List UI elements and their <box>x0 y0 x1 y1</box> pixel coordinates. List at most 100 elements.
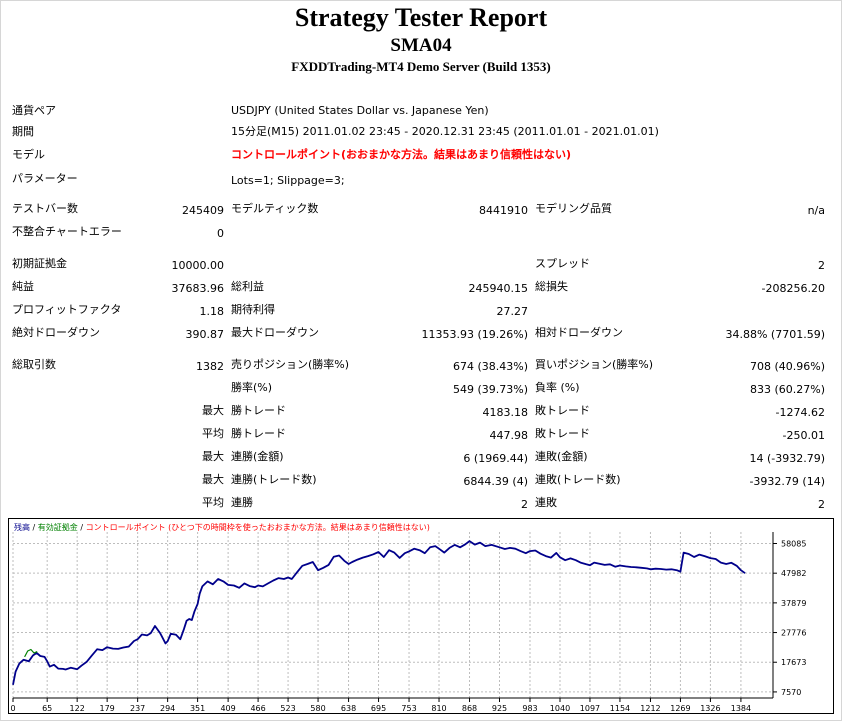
x-tick-label: 179 <box>100 704 115 713</box>
max-word: 最大 <box>202 450 224 463</box>
win-value: 549 (39.73%) <box>452 383 528 396</box>
symbol-label: 通貨ペア <box>12 104 56 117</box>
x-tick-label: 925 <box>492 704 507 713</box>
y-tick-label: 58085 <box>781 540 806 549</box>
cons-win-money-label: 連勝(金額) <box>231 450 284 463</box>
x-tick-label: 810 <box>431 704 446 713</box>
x-tick-label: 122 <box>70 704 85 713</box>
abs-dd-label: 絶対ドローダウン <box>12 326 100 339</box>
y-tick-label: 47982 <box>781 569 806 578</box>
legend-equity: 有効証拠金 <box>38 522 78 532</box>
loss-value: 833 (60.27%) <box>749 383 825 396</box>
ticks-label: モデルティック数 <box>231 202 319 215</box>
cons-loss-money-value: 14 (-3932.79) <box>749 452 825 465</box>
x-tick-label: 1212 <box>640 704 660 713</box>
params-label: パラメーター <box>12 172 78 185</box>
max-word: 最大 <box>202 473 224 486</box>
legend-sep-2: / <box>80 523 85 532</box>
total-trades-value: 1382 <box>196 360 224 373</box>
balance-chart-svg: 0 65 122 179 237 294 351 409 466 523 580 638 695 753 8… <box>8 518 834 714</box>
cons-win-trades-value: 6844.39 (4) <box>463 475 528 488</box>
cons-win-trades-label: 連勝(トレード数) <box>231 473 317 486</box>
y-tick-label: 17673 <box>781 658 806 667</box>
max-word: 最大 <box>202 404 224 417</box>
avg-cons-win-label: 連勝 <box>231 496 253 509</box>
avg-loss-value: -250.01 <box>782 429 825 442</box>
long-value: 708 (40.96%) <box>749 360 825 373</box>
short-label: 売りポジション(勝率%) <box>231 358 350 371</box>
expected-label: 期待利得 <box>231 303 275 316</box>
x-tick-label: 1154 <box>610 704 630 713</box>
avg-loss-label: 敗トレード <box>535 427 590 440</box>
x-tick-label: 868 <box>462 704 477 713</box>
x-tick-label: 237 <box>130 704 145 713</box>
avg-word: 平均 <box>202 496 224 509</box>
long-label: 買いポジション(勝率%) <box>535 358 654 371</box>
report-title: Strategy Tester Report <box>294 3 548 32</box>
balance-line <box>12 540 746 685</box>
period-label: 期間 <box>12 125 34 138</box>
legend-balance: 残高 <box>14 522 30 532</box>
y-tick-label: 37879 <box>781 599 806 608</box>
legend-sep-1: / <box>33 523 38 532</box>
deposit-label: 初期証拠金 <box>12 257 67 270</box>
avg-cons-loss-value: 2 <box>818 498 825 511</box>
x-tick-label: 294 <box>160 704 175 713</box>
x-tick-label: 1097 <box>580 704 600 713</box>
model-value: コントロールポイント(おおまかな方法。結果はあまり信頼性はない) <box>231 148 572 161</box>
avg-word: 平均 <box>202 427 224 440</box>
net-label: 純益 <box>12 280 34 293</box>
x-tick-label: 523 <box>280 704 295 713</box>
expert-name: SMA04 <box>390 35 452 56</box>
max-loss-value: -1274.62 <box>775 406 825 419</box>
expected-value: 27.27 <box>496 305 529 318</box>
y-tick-label: 27776 <box>781 629 806 638</box>
cons-loss-money-label: 連敗(金額) <box>535 450 588 463</box>
spread-value: 2 <box>818 259 825 272</box>
params-value: Lots=1; Slippage=3; <box>231 174 345 187</box>
max-win-label: 勝トレード <box>231 404 286 417</box>
quality-label: モデリング品質 <box>535 202 612 215</box>
x-tick-label: 0 <box>10 704 15 713</box>
gross-loss-label: 総損失 <box>535 280 568 293</box>
gross-loss-value: -208256.20 <box>761 282 825 295</box>
chart-ticks: 0 65 122 179 237 294 351 409 466 523 580 638 695 753 8… <box>10 532 806 713</box>
x-tick-label: 580 <box>310 704 325 713</box>
avg-win-value: 447.98 <box>489 429 529 442</box>
rel-dd-value: 34.88% (7701.59) <box>725 328 825 341</box>
bars-value: 245409 <box>182 204 224 217</box>
ticks-value: 8441910 <box>479 204 528 217</box>
avg-cons-win-value: 2 <box>521 498 528 511</box>
mismatch-label: 不整合チャートエラー <box>12 225 122 238</box>
max-win-value: 4183.18 <box>482 406 529 419</box>
symbol-value: USDJPY (United States Dollar vs. Japanes… <box>231 104 489 117</box>
cons-loss-trades-label: 連敗(トレード数) <box>535 473 621 486</box>
gross-profit-label: 総利益 <box>231 280 264 293</box>
net-value: 37683.96 <box>171 282 225 295</box>
quality-value: n/a <box>807 204 825 217</box>
mismatch-value: 0 <box>217 227 224 240</box>
cons-win-money-value: 6 (1969.44) <box>463 452 528 465</box>
x-tick-label: 1040 <box>550 704 570 713</box>
total-trades-label: 総取引数 <box>12 358 56 371</box>
avg-cons-loss-label: 連敗 <box>535 496 557 509</box>
balance-chart: 0 65 122 179 237 294 351 409 466 523 580 638 695 753 8… <box>8 518 834 714</box>
x-tick-label: 466 <box>250 704 265 713</box>
pf-label: プロフィットファクタ <box>12 303 122 316</box>
period-value: 15分足(M15) 2011.01.02 23:45 - 2020.12.31 … <box>231 125 659 138</box>
x-tick-label: 983 <box>522 704 537 713</box>
x-tick-label: 1384 <box>731 704 751 713</box>
cons-loss-trades-value: -3932.79 (14) <box>749 475 825 488</box>
win-label: 勝率(%) <box>231 381 273 394</box>
x-tick-label: 638 <box>341 704 356 713</box>
chart-series <box>12 540 746 685</box>
x-tick-label: 1326 <box>700 704 720 713</box>
pf-value: 1.18 <box>199 305 225 318</box>
deposit-value: 10000.00 <box>171 259 225 272</box>
spread-label: スプレッド <box>535 257 590 270</box>
equity-line <box>24 648 38 658</box>
chart-grid <box>12 532 773 698</box>
chart-legend: 残高 / 有効証拠金 / コントロールポイント (ひとつ下の時間枠を使ったおおま… <box>14 522 430 532</box>
short-value: 674 (38.43%) <box>452 360 528 373</box>
x-tick-label: 1269 <box>670 704 690 713</box>
